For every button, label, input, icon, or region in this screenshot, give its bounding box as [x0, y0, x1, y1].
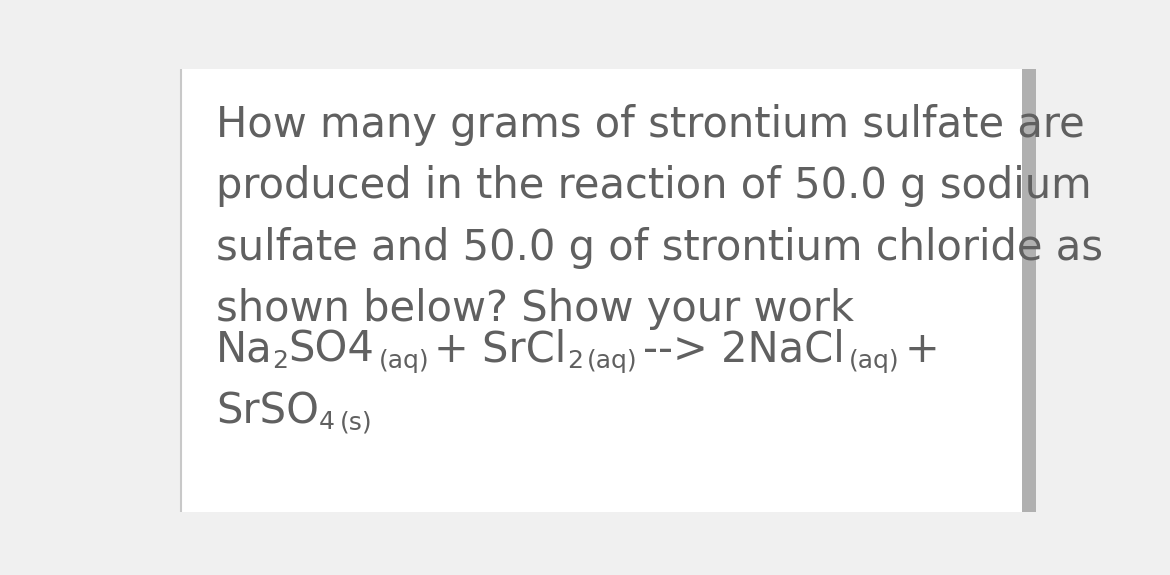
Text: (aq): (aq)	[379, 349, 429, 373]
Text: sulfate and 50.0 g of strontium chloride as: sulfate and 50.0 g of strontium chloride…	[216, 227, 1103, 269]
Text: SO4: SO4	[289, 328, 374, 371]
Text: + SrCl: + SrCl	[434, 328, 566, 371]
Text: 4: 4	[319, 411, 335, 434]
Text: Na: Na	[216, 328, 273, 371]
Text: (aq): (aq)	[849, 349, 900, 373]
Text: --> 2NaCl: --> 2NaCl	[642, 328, 845, 371]
Text: (s): (s)	[339, 411, 372, 434]
Text: +: +	[904, 328, 940, 371]
Text: SrSO: SrSO	[216, 390, 319, 432]
Text: produced in the reaction of 50.0 g sodium: produced in the reaction of 50.0 g sodiu…	[216, 165, 1092, 207]
Text: (aq): (aq)	[587, 349, 638, 373]
Text: How many grams of strontium sulfate are: How many grams of strontium sulfate are	[216, 104, 1085, 145]
Text: 2: 2	[273, 349, 289, 373]
Text: shown below? Show your work: shown below? Show your work	[216, 289, 854, 331]
Bar	[1023, 69, 1035, 512]
Text: 2: 2	[566, 349, 583, 373]
